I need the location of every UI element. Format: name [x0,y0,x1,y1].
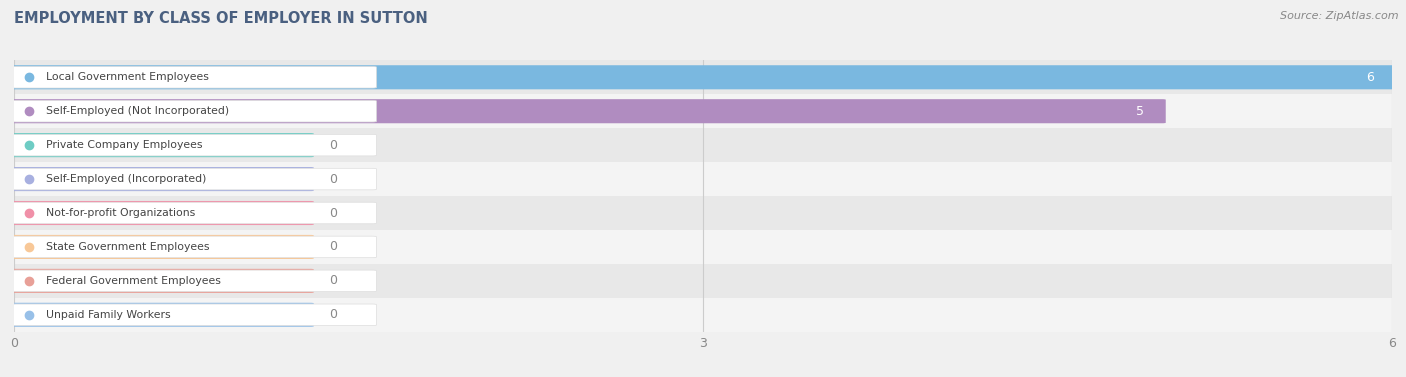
Text: EMPLOYMENT BY CLASS OF EMPLOYER IN SUTTON: EMPLOYMENT BY CLASS OF EMPLOYER IN SUTTO… [14,11,427,26]
Text: Unpaid Family Workers: Unpaid Family Workers [46,310,172,320]
Text: 0: 0 [329,274,336,287]
Text: 0: 0 [329,308,336,321]
FancyBboxPatch shape [11,303,314,327]
FancyBboxPatch shape [11,167,314,191]
Text: Private Company Employees: Private Company Employees [46,140,202,150]
Text: 0: 0 [329,207,336,219]
FancyBboxPatch shape [13,202,377,224]
FancyBboxPatch shape [13,100,377,122]
Bar [14,230,1392,264]
Bar [14,60,1392,94]
FancyBboxPatch shape [13,270,377,292]
FancyBboxPatch shape [11,133,314,157]
FancyBboxPatch shape [13,134,377,156]
Text: 0: 0 [329,173,336,185]
Text: Self-Employed (Not Incorporated): Self-Employed (Not Incorporated) [46,106,229,116]
Bar [14,196,1392,230]
FancyBboxPatch shape [13,304,377,326]
Text: 5: 5 [1136,105,1144,118]
Text: Federal Government Employees: Federal Government Employees [46,276,221,286]
Bar [14,128,1392,162]
Bar [14,264,1392,298]
FancyBboxPatch shape [13,236,377,258]
Bar [14,298,1392,332]
Bar [14,162,1392,196]
Text: Source: ZipAtlas.com: Source: ZipAtlas.com [1281,11,1399,21]
FancyBboxPatch shape [11,235,314,259]
FancyBboxPatch shape [13,66,377,88]
Text: 0: 0 [329,139,336,152]
FancyBboxPatch shape [11,99,1166,123]
Text: Local Government Employees: Local Government Employees [46,72,209,82]
Bar [14,94,1392,128]
FancyBboxPatch shape [11,65,1395,89]
FancyBboxPatch shape [11,201,314,225]
Text: State Government Employees: State Government Employees [46,242,209,252]
Text: 0: 0 [329,241,336,253]
Text: 6: 6 [1365,71,1374,84]
Text: Not-for-profit Organizations: Not-for-profit Organizations [46,208,195,218]
FancyBboxPatch shape [13,168,377,190]
FancyBboxPatch shape [11,269,314,293]
Text: Self-Employed (Incorporated): Self-Employed (Incorporated) [46,174,207,184]
